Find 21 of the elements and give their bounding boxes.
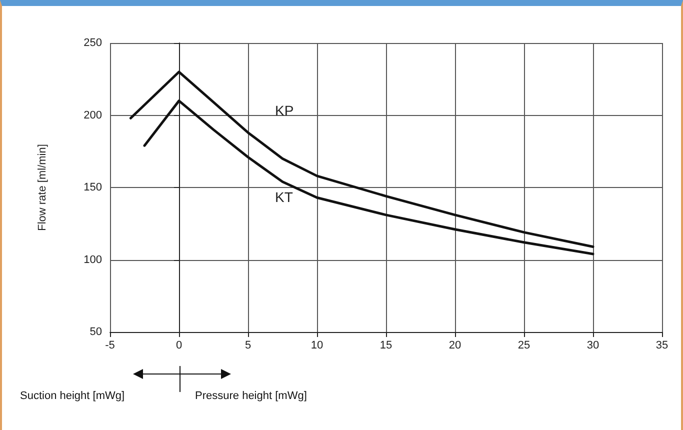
x-tick-label: 35	[656, 340, 668, 352]
x-tick-label: 25	[518, 340, 530, 352]
x-tick-label: 10	[310, 340, 324, 352]
x-tick-label: 20	[448, 340, 462, 352]
y-tick-label: 250	[84, 37, 102, 49]
y-tick-label: 200	[84, 109, 102, 122]
y-tick-label: 100	[84, 254, 102, 266]
y-axis-title: Flow rate [ml/min]	[36, 144, 48, 231]
x-tick-label: 30	[586, 340, 600, 352]
series-label: KT	[275, 189, 294, 206]
line-series	[143, 100, 594, 256]
series-label: KP	[275, 102, 294, 119]
y-tick-label: 150	[84, 182, 102, 194]
x-tick-label: -5	[105, 340, 115, 352]
x-tick-label: 5	[244, 340, 252, 352]
text: Suction height [mWg]	[20, 390, 125, 402]
x-tick-label: 0	[176, 340, 182, 352]
text: Pressure height [mWg]	[195, 390, 307, 402]
line-series	[129, 70, 594, 248]
x-tick-label: 15	[380, 340, 392, 352]
y-tick-label: 50	[90, 326, 102, 338]
